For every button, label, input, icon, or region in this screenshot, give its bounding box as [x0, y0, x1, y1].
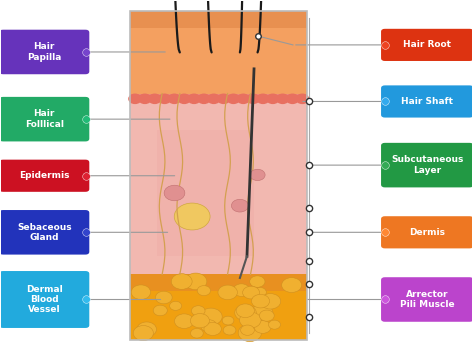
- Bar: [130, 11, 307, 93]
- Circle shape: [218, 285, 237, 300]
- Circle shape: [184, 273, 207, 290]
- Circle shape: [170, 301, 182, 310]
- Bar: [130, 274, 307, 291]
- Circle shape: [235, 305, 256, 321]
- Text: Sebaceous
Gland: Sebaceous Gland: [17, 223, 72, 242]
- Circle shape: [296, 94, 309, 103]
- Circle shape: [133, 326, 154, 341]
- Circle shape: [231, 199, 248, 212]
- Circle shape: [237, 94, 249, 103]
- Circle shape: [208, 94, 220, 103]
- Text: Hair Root: Hair Root: [403, 40, 451, 49]
- Circle shape: [198, 94, 210, 103]
- Circle shape: [197, 286, 210, 296]
- Text: Hair Shaft: Hair Shaft: [401, 97, 453, 106]
- Text: Epidermis: Epidermis: [19, 171, 70, 180]
- Text: Dermal
Blood
Vessel: Dermal Blood Vessel: [26, 285, 63, 315]
- Circle shape: [241, 325, 255, 335]
- Circle shape: [153, 305, 167, 316]
- Circle shape: [188, 94, 200, 103]
- Bar: [157, 130, 254, 256]
- Circle shape: [158, 94, 171, 103]
- Circle shape: [250, 169, 265, 181]
- Circle shape: [243, 286, 260, 299]
- Circle shape: [222, 316, 234, 325]
- Text: Dermis: Dermis: [409, 228, 445, 237]
- Bar: [130, 11, 307, 340]
- Circle shape: [286, 94, 299, 103]
- Circle shape: [171, 274, 192, 289]
- Circle shape: [254, 288, 266, 297]
- FancyBboxPatch shape: [381, 143, 474, 187]
- Circle shape: [223, 326, 236, 335]
- Circle shape: [139, 94, 151, 103]
- Circle shape: [276, 94, 289, 103]
- Circle shape: [174, 314, 194, 328]
- Circle shape: [201, 320, 217, 332]
- Text: Hair
Papilla: Hair Papilla: [27, 42, 62, 62]
- Circle shape: [257, 94, 269, 103]
- Circle shape: [233, 284, 250, 296]
- FancyBboxPatch shape: [381, 277, 474, 322]
- Circle shape: [191, 313, 210, 328]
- Circle shape: [239, 312, 261, 328]
- Circle shape: [228, 94, 239, 103]
- Text: Hair
Folllical: Hair Folllical: [25, 109, 64, 129]
- FancyBboxPatch shape: [0, 97, 89, 141]
- Circle shape: [218, 94, 230, 103]
- Circle shape: [155, 291, 172, 304]
- Circle shape: [137, 322, 156, 337]
- Circle shape: [282, 278, 301, 293]
- FancyBboxPatch shape: [0, 30, 89, 74]
- Circle shape: [259, 310, 274, 321]
- Circle shape: [191, 328, 203, 338]
- Circle shape: [164, 185, 185, 201]
- Circle shape: [260, 294, 281, 309]
- Text: Subcutaneous
Layer: Subcutaneous Layer: [391, 155, 464, 175]
- Text: Arrector
Pili Muscle: Arrector Pili Muscle: [400, 290, 455, 309]
- FancyBboxPatch shape: [381, 216, 474, 248]
- Circle shape: [268, 320, 281, 329]
- Circle shape: [252, 294, 270, 308]
- Circle shape: [168, 94, 181, 103]
- FancyBboxPatch shape: [381, 86, 474, 118]
- Bar: [130, 94, 307, 102]
- Bar: [130, 93, 307, 274]
- FancyBboxPatch shape: [0, 271, 89, 328]
- Circle shape: [254, 321, 271, 333]
- Circle shape: [131, 285, 151, 300]
- Circle shape: [238, 324, 262, 342]
- Circle shape: [129, 94, 141, 103]
- Circle shape: [250, 276, 265, 287]
- Circle shape: [247, 94, 259, 103]
- Circle shape: [148, 94, 161, 103]
- FancyBboxPatch shape: [0, 160, 89, 192]
- Circle shape: [204, 322, 221, 335]
- FancyBboxPatch shape: [381, 29, 474, 61]
- Circle shape: [174, 203, 210, 230]
- FancyBboxPatch shape: [0, 210, 89, 255]
- Circle shape: [267, 94, 279, 103]
- Circle shape: [191, 306, 205, 316]
- Circle shape: [200, 308, 222, 325]
- Circle shape: [236, 304, 255, 318]
- Circle shape: [251, 305, 273, 321]
- Circle shape: [178, 94, 191, 103]
- Bar: [130, 274, 307, 340]
- Bar: [130, 11, 307, 28]
